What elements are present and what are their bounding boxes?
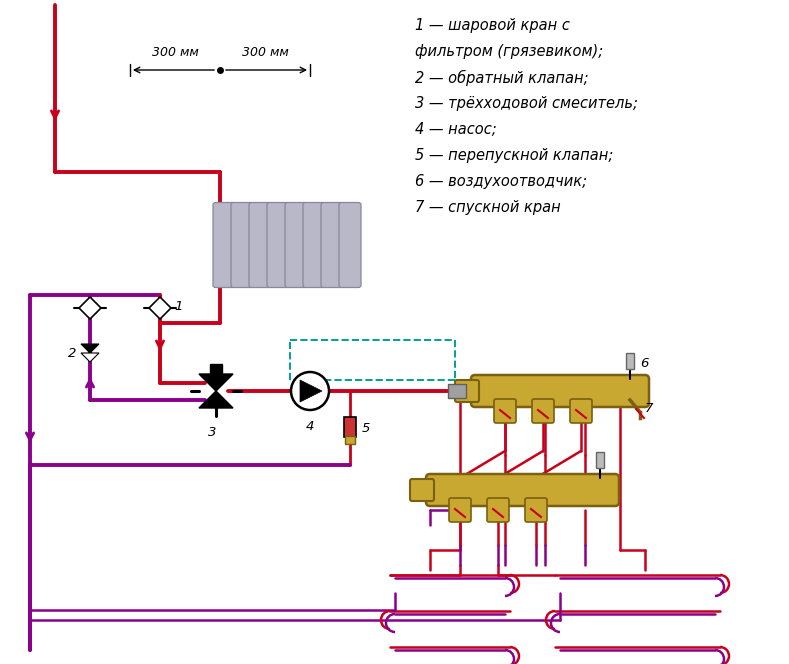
FancyBboxPatch shape — [249, 203, 271, 288]
Bar — [448, 384, 466, 398]
FancyBboxPatch shape — [455, 380, 479, 402]
FancyBboxPatch shape — [487, 498, 509, 522]
FancyBboxPatch shape — [267, 203, 289, 288]
FancyBboxPatch shape — [231, 203, 253, 288]
Circle shape — [291, 372, 329, 410]
Text: 2 — обратный клапан;: 2 — обратный клапан; — [415, 70, 589, 86]
Text: 2: 2 — [68, 347, 76, 359]
Text: 6 — воздухоотводчик;: 6 — воздухоотводчик; — [415, 174, 587, 189]
Text: 3: 3 — [208, 426, 216, 439]
FancyBboxPatch shape — [525, 498, 547, 522]
Text: 6: 6 — [640, 357, 649, 369]
Text: 3 — трёхходовой смеситель;: 3 — трёхходовой смеситель; — [415, 96, 638, 111]
FancyBboxPatch shape — [344, 417, 356, 437]
FancyBboxPatch shape — [303, 203, 325, 288]
Text: 4: 4 — [306, 420, 314, 433]
Polygon shape — [199, 374, 233, 391]
FancyBboxPatch shape — [494, 399, 516, 423]
Text: 1: 1 — [174, 299, 182, 313]
FancyBboxPatch shape — [570, 399, 592, 423]
Text: фильтром (грязевиком);: фильтром (грязевиком); — [415, 44, 603, 59]
Text: 300 мм: 300 мм — [151, 46, 198, 59]
Polygon shape — [81, 344, 99, 353]
Text: 1 — шаровой кран с: 1 — шаровой кран с — [415, 18, 570, 33]
Text: 7 — спускной кран: 7 — спускной кран — [415, 200, 561, 215]
FancyBboxPatch shape — [339, 203, 361, 288]
FancyBboxPatch shape — [285, 203, 307, 288]
Bar — [210, 364, 222, 374]
Text: 5: 5 — [362, 422, 370, 434]
Text: 5 — перепускной клапан;: 5 — перепускной клапан; — [415, 148, 613, 163]
FancyBboxPatch shape — [410, 479, 434, 501]
Polygon shape — [81, 353, 99, 362]
Bar — [626, 353, 634, 369]
Text: 7: 7 — [645, 402, 653, 414]
FancyBboxPatch shape — [321, 203, 343, 288]
FancyBboxPatch shape — [213, 203, 235, 288]
Text: 4 — насос;: 4 — насос; — [415, 122, 496, 137]
FancyBboxPatch shape — [449, 498, 471, 522]
Bar — [596, 452, 604, 468]
FancyBboxPatch shape — [345, 436, 355, 444]
Text: 300 мм: 300 мм — [241, 46, 288, 59]
Polygon shape — [300, 380, 322, 402]
Polygon shape — [199, 391, 233, 408]
FancyBboxPatch shape — [471, 375, 649, 407]
Polygon shape — [149, 297, 171, 319]
FancyBboxPatch shape — [426, 474, 619, 506]
Polygon shape — [79, 297, 101, 319]
FancyBboxPatch shape — [532, 399, 554, 423]
